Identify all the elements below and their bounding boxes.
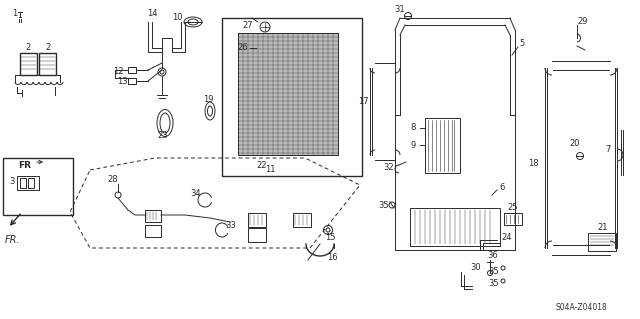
Text: 13: 13 [116, 78, 127, 86]
Bar [128, 67, 136, 73]
Bar [28, 178, 34, 188]
Text: 14: 14 [147, 10, 157, 19]
Text: 2: 2 [26, 43, 31, 53]
Text: 19: 19 [203, 94, 213, 103]
Text: 1: 1 [12, 9, 18, 18]
Text: 31: 31 [395, 5, 405, 14]
Text: 25: 25 [508, 204, 518, 212]
Text: 12: 12 [113, 66, 124, 76]
Text: 5: 5 [520, 40, 525, 48]
Text: FR.: FR. [5, 235, 20, 245]
Bar [3, 158, 73, 215]
Text: 29: 29 [578, 17, 588, 26]
Bar [39, 53, 56, 75]
Text: 36: 36 [488, 250, 499, 259]
Bar [425, 118, 460, 173]
Text: 35: 35 [379, 201, 389, 210]
Text: 10: 10 [172, 13, 182, 23]
Bar [410, 208, 500, 246]
Text: 16: 16 [326, 254, 337, 263]
Text: 8: 8 [410, 123, 416, 132]
Bar [238, 33, 338, 155]
Text: 15: 15 [324, 233, 335, 241]
Text: 11: 11 [265, 166, 275, 174]
Bar [17, 176, 39, 190]
Bar [293, 213, 311, 227]
Bar [248, 228, 266, 242]
Text: 33: 33 [226, 220, 236, 229]
Text: S04A-Z04018: S04A-Z04018 [555, 303, 607, 313]
Text: 17: 17 [358, 98, 368, 107]
Bar [588, 233, 616, 251]
Bar [20, 53, 37, 75]
Text: 6: 6 [499, 183, 505, 192]
Text: FR: FR [19, 161, 31, 170]
Bar [248, 213, 266, 227]
Text: 32: 32 [384, 162, 394, 172]
Text: 21: 21 [598, 224, 608, 233]
Text: 18: 18 [528, 159, 538, 167]
Text: 23: 23 [157, 131, 168, 140]
Text: 26: 26 [237, 43, 248, 53]
Text: 9: 9 [410, 140, 415, 150]
Text: 3: 3 [10, 177, 15, 187]
Text: 20: 20 [570, 138, 580, 147]
Bar [504, 213, 522, 225]
Text: 2: 2 [45, 43, 51, 53]
Text: 24: 24 [502, 234, 512, 242]
Text: 28: 28 [108, 175, 118, 184]
Text: 35: 35 [489, 266, 499, 276]
Bar [20, 178, 26, 188]
Text: 22: 22 [257, 161, 268, 170]
Text: 7: 7 [605, 145, 611, 154]
Text: 30: 30 [470, 263, 481, 272]
Text: 34: 34 [191, 189, 202, 198]
Bar [145, 210, 161, 222]
Text: 27: 27 [243, 21, 253, 31]
Bar [128, 78, 136, 84]
Bar [145, 225, 161, 237]
Text: 35: 35 [489, 279, 499, 288]
Bar [222, 18, 362, 176]
